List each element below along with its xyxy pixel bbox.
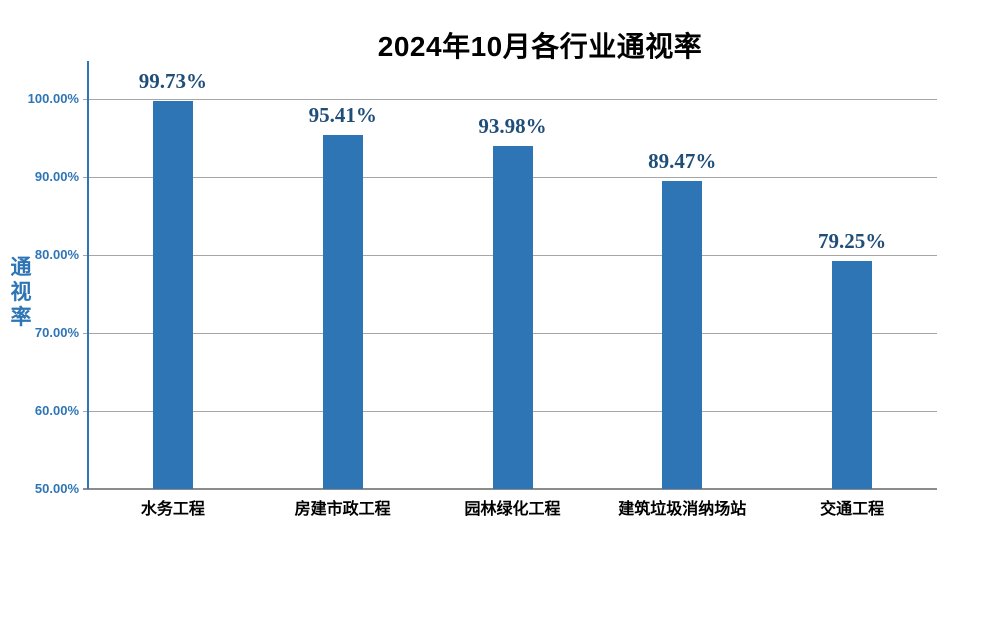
y-tick-label: 80.00%: [34, 247, 79, 262]
bar-房建市政工程: [322, 134, 363, 489]
y-tick-label: 70.00%: [34, 325, 79, 340]
y-axis-title: 通视率: [6, 255, 36, 330]
y-tick-label: 90.00%: [34, 169, 79, 184]
chart-title: 2024年10月各行业通视率: [377, 31, 703, 62]
y-axis-title-char: 率: [10, 305, 32, 329]
bar-建筑垃圾消纳场站: [662, 181, 703, 489]
x-category-label: 水务工程: [140, 501, 205, 518]
bar-园林绿化工程: [492, 145, 533, 489]
y-tick-label: 50.00%: [34, 481, 79, 496]
bar-value-label: 79.25%: [817, 228, 887, 253]
x-category-label: 园林绿化工程: [464, 501, 561, 518]
x-category-label: 建筑垃圾消纳场站: [618, 501, 747, 518]
bar-value-label: 95.41%: [308, 102, 377, 127]
bar-value-label: 93.98%: [478, 113, 547, 138]
x-axis-baseline: [83, 488, 937, 490]
y-tick-label: 100.00%: [27, 91, 79, 106]
bar-交通工程: [832, 260, 873, 489]
x-category-label: 交通工程: [820, 501, 885, 518]
y-axis-title-char: 通: [10, 255, 32, 279]
x-category-label: 房建市政工程: [294, 501, 391, 518]
bar-value-label: 99.73%: [138, 69, 208, 94]
bar-value-label: 89.47%: [648, 149, 717, 174]
bar-水务工程: [152, 101, 193, 489]
y-axis-line: [87, 61, 89, 489]
y-axis-title-char: 视: [10, 280, 32, 304]
y-tick-label: 60.00%: [34, 403, 79, 418]
y-gridline: [83, 98, 937, 100]
